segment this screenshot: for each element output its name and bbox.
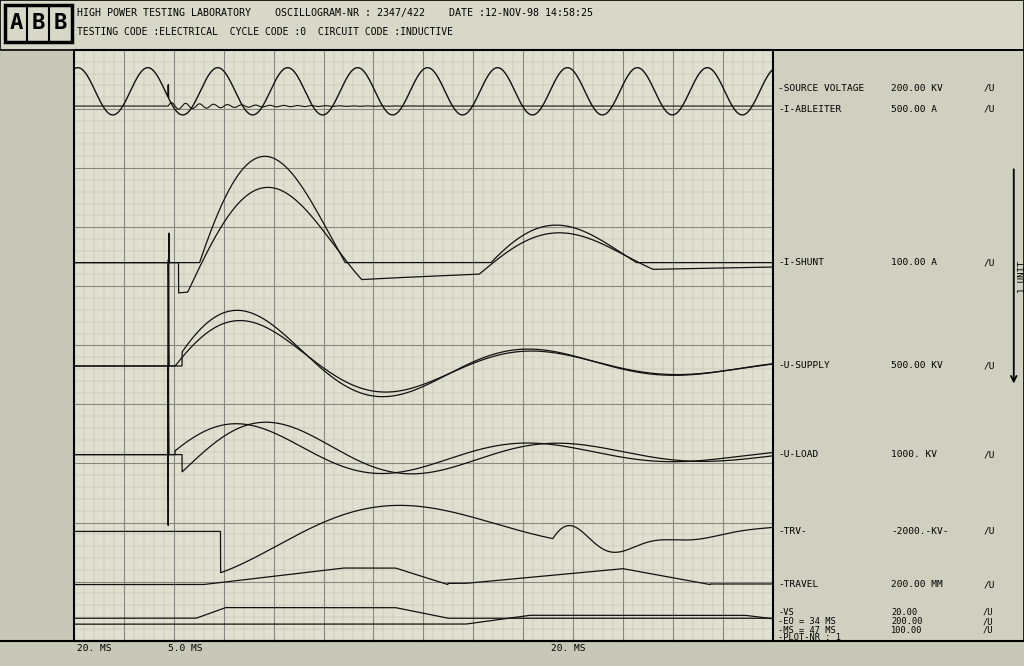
Text: -MS = 47 MS: -MS = 47 MS — [778, 625, 836, 635]
Text: /U: /U — [983, 105, 994, 113]
Text: A: A — [9, 13, 23, 33]
Text: B: B — [32, 13, 45, 33]
Text: -SOURCE VOLTAGE: -SOURCE VOLTAGE — [778, 84, 864, 93]
Text: HIGH POWER TESTING LABORATORY    OSCILLOGRAM-NR : 2347/422    DATE :12-NOV-98 14: HIGH POWER TESTING LABORATORY OSCILLOGRA… — [77, 9, 593, 19]
Text: -I-ABLEITER: -I-ABLEITER — [778, 105, 842, 113]
Text: -U-LOAD: -U-LOAD — [778, 450, 818, 459]
Text: -2000.-KV-: -2000.-KV- — [891, 527, 948, 536]
Text: 100.00: 100.00 — [891, 625, 923, 635]
Text: 500.00 KV: 500.00 KV — [891, 362, 943, 370]
Text: 200.00: 200.00 — [891, 617, 923, 626]
Text: 1000. KV: 1000. KV — [891, 450, 937, 459]
Text: -TRAVEL: -TRAVEL — [778, 580, 818, 589]
Text: /U: /U — [983, 617, 993, 626]
Text: 200.00 MM: 200.00 MM — [891, 580, 943, 589]
Text: /U: /U — [983, 527, 994, 536]
Text: -VS: -VS — [778, 608, 794, 617]
Text: 100.00 A: 100.00 A — [891, 258, 937, 267]
Text: /U: /U — [983, 362, 994, 370]
Text: 1 UNIT: 1 UNIT — [1018, 260, 1024, 292]
Bar — [5, 5, 72, 42]
Text: /U: /U — [983, 608, 993, 617]
Text: -EO = 34 MS: -EO = 34 MS — [778, 617, 836, 626]
Text: /U: /U — [983, 84, 994, 93]
Text: 200.00 KV: 200.00 KV — [891, 84, 943, 93]
Bar — [0, 641, 1024, 666]
Text: -I-SHUNT: -I-SHUNT — [778, 258, 824, 267]
Bar — [0, 0, 1024, 50]
Bar — [74, 50, 773, 641]
Text: -U-SUPPLY: -U-SUPPLY — [778, 362, 830, 370]
Text: /U: /U — [983, 580, 994, 589]
Text: -PLOT-NR : 1: -PLOT-NR : 1 — [778, 633, 842, 642]
Text: /U: /U — [983, 450, 994, 459]
Text: 500.00 A: 500.00 A — [891, 105, 937, 113]
Text: /U: /U — [983, 258, 994, 267]
Text: 5.0 MS: 5.0 MS — [168, 644, 203, 653]
Text: /U: /U — [983, 625, 993, 635]
Text: 20.00: 20.00 — [891, 608, 918, 617]
Text: 20. MS: 20. MS — [551, 644, 586, 653]
Text: -TRV-: -TRV- — [778, 527, 807, 536]
Text: 20. MS: 20. MS — [77, 644, 112, 653]
Text: B: B — [54, 13, 68, 33]
Text: TESTING CODE :ELECTRICAL  CYCLE CODE :0  CIRCUIT CODE :INDUCTIVE: TESTING CODE :ELECTRICAL CYCLE CODE :0 C… — [77, 27, 453, 37]
Bar — [773, 50, 1024, 641]
